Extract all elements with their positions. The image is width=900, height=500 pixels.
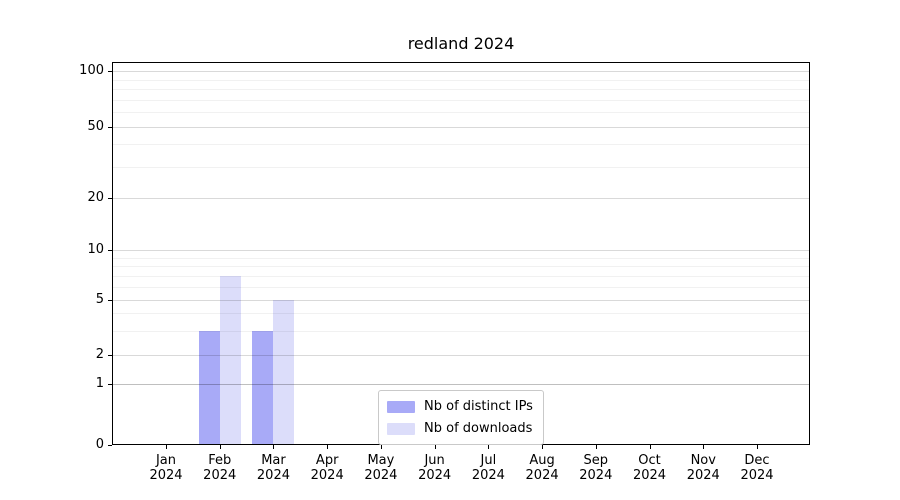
legend: Nb of distinct IPs Nb of downloads — [378, 390, 544, 445]
major-gridline — [112, 355, 810, 356]
x-tick-label: May 2024 — [354, 453, 408, 483]
legend-item: Nb of distinct IPs — [387, 397, 533, 416]
x-tick-year: 2024 — [256, 468, 290, 483]
x-tick-mark — [380, 445, 382, 449]
major-gridline — [112, 250, 810, 251]
y-tick-label: 10 — [87, 242, 104, 257]
y-tick-mark — [108, 300, 112, 301]
x-tick-year: 2024 — [632, 468, 667, 483]
x-tick-year: 2024 — [740, 468, 774, 483]
x-tick-mark — [327, 445, 329, 449]
y-tick-mark — [108, 198, 112, 199]
x-tick-year: 2024 — [418, 468, 452, 483]
bar-nb-of-downloads-feb — [219, 275, 241, 445]
x-tick-year: 2024 — [579, 468, 613, 483]
x-tick-month: May — [367, 453, 395, 468]
x-tick-label: Dec 2024 — [730, 453, 784, 483]
y-tick-label: 1 — [95, 376, 104, 391]
x-tick-mark — [756, 445, 758, 449]
y-tick-label: 100 — [79, 63, 104, 78]
y-tick-mark — [108, 71, 112, 72]
x-tick-year: 2024 — [364, 468, 398, 483]
x-tick-month: Jul — [480, 453, 497, 468]
x-tick-month: Nov — [690, 453, 716, 468]
x-tick-label: Apr 2024 — [300, 453, 354, 483]
x-tick-year: 2024 — [203, 468, 237, 483]
x-tick-mark — [649, 445, 651, 449]
y-tick-mark — [108, 250, 112, 251]
x-tick-mark — [542, 445, 544, 449]
minor-gridline — [112, 99, 810, 101]
x-tick-label: Jan 2024 — [139, 453, 193, 483]
x-tick-month: Apr — [315, 453, 339, 468]
x-tick-mark — [434, 445, 436, 449]
minor-gridline — [112, 112, 810, 114]
x-tick-mark — [166, 445, 167, 449]
minor-gridline — [112, 89, 810, 91]
chart-title: redland 2024 — [407, 34, 515, 53]
x-tick-label: Aug 2024 — [515, 453, 569, 483]
y-tick-label: 2 — [95, 347, 104, 362]
x-tick-month: Feb — [208, 453, 232, 468]
minor-gridline — [112, 166, 810, 168]
legend-label: Nb of distinct IPs — [424, 399, 533, 414]
legend-swatch-distinct-ips — [387, 400, 415, 413]
x-tick-label: Nov 2024 — [676, 453, 730, 483]
major-gridline — [112, 71, 810, 72]
x-tick-month: Jun — [424, 453, 445, 468]
major-gridline — [112, 300, 810, 301]
x-tick-mark — [273, 445, 275, 449]
y-tick-mark — [108, 127, 112, 128]
y-tick-mark — [108, 384, 112, 385]
plot-area — [112, 62, 810, 445]
x-tick-year: 2024 — [310, 468, 344, 483]
legend-label: Nb of downloads — [424, 421, 533, 436]
major-gridline — [112, 198, 810, 199]
y-tick-label: 20 — [87, 190, 104, 205]
x-tick-year: 2024 — [686, 468, 720, 483]
minor-gridline — [112, 286, 810, 288]
y-tick-label: 0 — [95, 437, 104, 452]
minor-gridline — [112, 266, 810, 268]
bar-nb-of-distinct-ips-feb — [198, 330, 220, 445]
x-tick-label: Feb 2024 — [193, 453, 247, 483]
legend-item: Nb of downloads — [387, 419, 533, 438]
x-tick-label: Jun 2024 — [408, 453, 462, 483]
legend-swatch-downloads — [387, 422, 415, 435]
minor-gridline — [112, 275, 810, 277]
y-tick-mark — [108, 355, 112, 356]
x-tick-month: Sep — [583, 453, 609, 468]
x-tick-year: 2024 — [149, 468, 183, 483]
bar-nb-of-distinct-ips-mar — [252, 330, 274, 445]
y-tick-label: 5 — [95, 292, 104, 307]
x-tick-month: Mar — [261, 453, 286, 468]
minor-gridline — [112, 313, 810, 315]
x-tick-mark — [219, 445, 221, 449]
bar-nb-of-downloads-mar — [273, 300, 295, 445]
x-tick-mark — [488, 445, 490, 449]
x-tick-month: Dec — [744, 453, 770, 468]
x-tick-label: Jul 2024 — [461, 453, 515, 483]
x-tick-month: Jan — [155, 453, 177, 468]
x-tick-month: Oct — [638, 453, 661, 468]
minor-gridline — [112, 144, 810, 146]
x-tick-label: Sep 2024 — [569, 453, 623, 483]
y-tick-mark — [108, 445, 112, 446]
minor-gridline — [112, 257, 810, 259]
x-tick-month: Aug — [529, 453, 555, 468]
major-gridline — [112, 384, 810, 385]
y-tick-label: 50 — [87, 119, 104, 134]
minor-gridline — [112, 79, 810, 81]
x-tick-mark — [595, 445, 597, 449]
minor-gridline — [112, 330, 810, 332]
x-tick-mark — [703, 445, 705, 449]
x-tick-label: Oct 2024 — [623, 453, 677, 483]
x-tick-year: 2024 — [471, 468, 505, 483]
major-gridline — [112, 127, 810, 128]
x-tick-year: 2024 — [525, 468, 559, 483]
x-tick-label: Mar 2024 — [246, 453, 300, 483]
